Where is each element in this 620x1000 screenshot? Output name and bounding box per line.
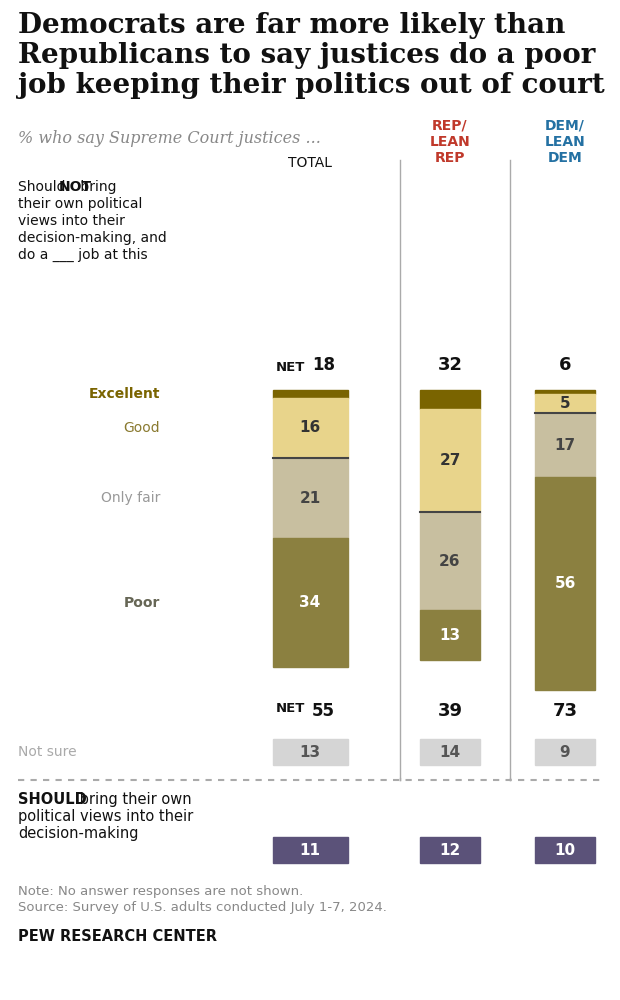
Text: 56: 56 xyxy=(554,576,576,591)
Text: bring: bring xyxy=(76,180,117,194)
Text: 11: 11 xyxy=(299,843,321,858)
Text: Note: No answer responses are not shown.: Note: No answer responses are not shown. xyxy=(18,885,303,898)
Text: 17: 17 xyxy=(554,438,575,453)
Text: % who say Supreme Court justices ...: % who say Supreme Court justices ... xyxy=(18,130,321,147)
Text: Source: Survey of U.S. adults conducted July 1-7, 2024.: Source: Survey of U.S. adults conducted … xyxy=(18,901,387,914)
Text: NET: NET xyxy=(276,361,305,374)
Text: NET: NET xyxy=(276,702,305,715)
Bar xyxy=(535,394,595,413)
Bar xyxy=(273,837,347,863)
Text: Good: Good xyxy=(123,421,160,435)
Text: views into their: views into their xyxy=(18,214,125,228)
Text: 5: 5 xyxy=(560,396,570,411)
Text: SHOULD: SHOULD xyxy=(18,792,87,807)
Text: 14: 14 xyxy=(440,745,461,760)
Bar xyxy=(535,413,595,477)
Text: 18: 18 xyxy=(312,356,335,374)
Bar xyxy=(273,458,347,538)
Text: decision-making, and: decision-making, and xyxy=(18,231,167,245)
Text: bring their own: bring their own xyxy=(75,792,192,807)
Bar xyxy=(420,610,480,660)
Text: 26: 26 xyxy=(439,554,461,568)
Text: 27: 27 xyxy=(440,453,461,468)
Bar xyxy=(535,739,595,765)
Text: decision-making: decision-making xyxy=(18,826,138,841)
Text: Excellent: Excellent xyxy=(89,387,160,401)
Text: do a ___ job at this: do a ___ job at this xyxy=(18,248,148,262)
Text: Should: Should xyxy=(18,180,70,194)
Text: Not sure: Not sure xyxy=(18,745,77,759)
Text: 32: 32 xyxy=(438,356,463,374)
Bar xyxy=(273,398,347,458)
Text: 9: 9 xyxy=(560,745,570,760)
Bar xyxy=(535,837,595,863)
Bar xyxy=(273,739,347,765)
Text: 12: 12 xyxy=(440,843,461,858)
Text: 39: 39 xyxy=(438,702,463,720)
Text: 21: 21 xyxy=(299,491,321,506)
Text: 13: 13 xyxy=(440,628,461,643)
Text: political views into their: political views into their xyxy=(18,809,193,824)
Bar xyxy=(420,512,480,610)
Text: PEW RESEARCH CENTER: PEW RESEARCH CENTER xyxy=(18,929,217,944)
Text: TOTAL: TOTAL xyxy=(288,156,332,170)
Bar xyxy=(420,739,480,765)
Text: 6: 6 xyxy=(559,356,571,374)
Text: 13: 13 xyxy=(299,745,321,760)
Text: 73: 73 xyxy=(552,702,577,720)
Text: 55: 55 xyxy=(312,702,335,720)
Text: Poor: Poor xyxy=(123,596,160,610)
Text: NOT: NOT xyxy=(59,180,92,194)
Bar xyxy=(273,538,347,667)
Text: 10: 10 xyxy=(554,843,575,858)
Bar xyxy=(535,477,595,690)
Text: Only fair: Only fair xyxy=(100,491,160,505)
Bar xyxy=(420,390,480,409)
Bar xyxy=(535,390,595,394)
Bar xyxy=(273,390,347,398)
Text: their own political: their own political xyxy=(18,197,143,211)
Text: REP/
LEAN
REP: REP/ LEAN REP xyxy=(430,119,471,165)
Bar xyxy=(420,837,480,863)
Bar xyxy=(420,409,480,512)
Text: Democrats are far more likely than
Republicans to say justices do a poor
job kee: Democrats are far more likely than Repub… xyxy=(18,12,604,99)
Text: 34: 34 xyxy=(299,595,321,610)
Text: DEM/
LEAN
DEM: DEM/ LEAN DEM xyxy=(544,119,585,165)
Text: 16: 16 xyxy=(299,420,321,436)
